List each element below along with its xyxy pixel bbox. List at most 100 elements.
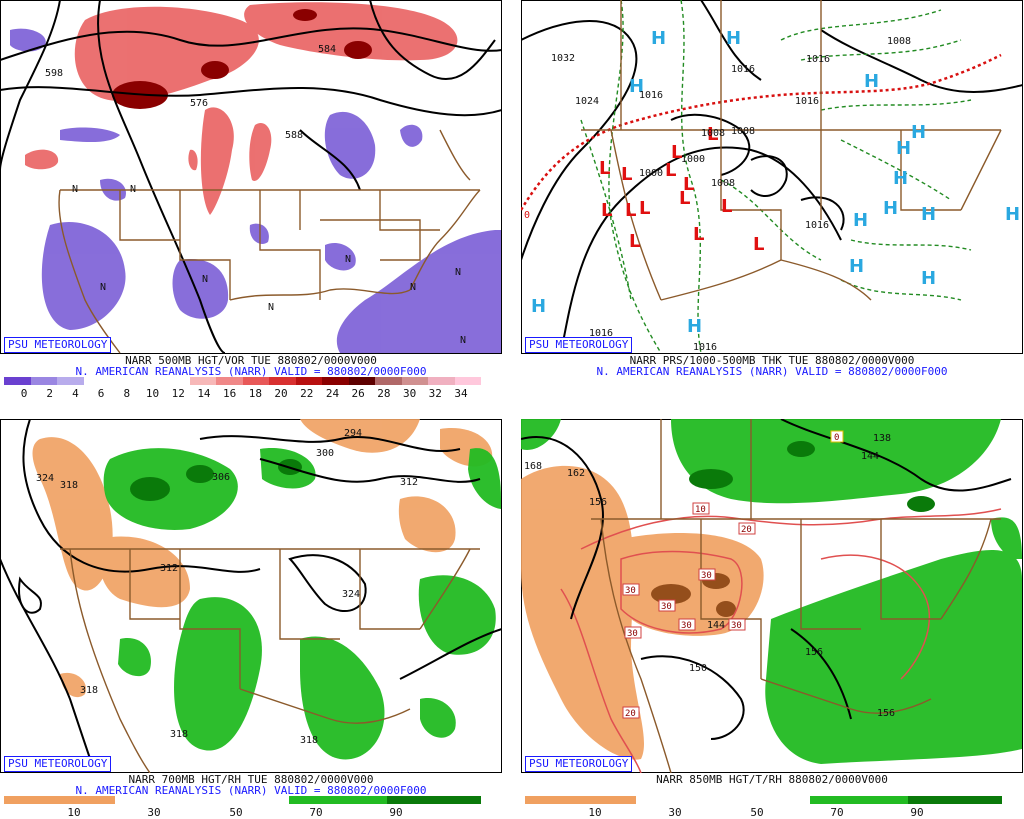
height-contours xyxy=(0,0,502,354)
colorbar-tick-label: 20 xyxy=(274,387,288,400)
isotherms xyxy=(560,508,1002,773)
colorbar-tick-label: 30 xyxy=(668,806,682,819)
low-pressure-centers: L L L L L L L L L L L L L L xyxy=(599,124,764,255)
colorbar-tick-label: 4 xyxy=(72,387,79,400)
height-label: 318 xyxy=(60,480,78,491)
low-vorticity-areas xyxy=(10,28,501,353)
colorbar-tick-label: 6 xyxy=(97,387,105,400)
panel-pressure-thickness: H H H H H H H H H H H H H H H L L L L xyxy=(521,0,1023,399)
panel-700mb-rh: 324 318 306 300 294 312 312 324 318 318 … xyxy=(0,419,502,818)
low-marker: L xyxy=(693,224,704,245)
temperature-labels: 10 20 30 30 30 30 30 30 20 0 xyxy=(622,430,844,719)
colorbar-tick-label: 30 xyxy=(147,806,161,819)
chart-caption: NARR PRS/1000-500MB THK TUE 880802/0000V… xyxy=(629,354,915,367)
low-marker: L xyxy=(671,142,682,163)
temp-label: 30 xyxy=(661,602,672,612)
colorbar-labels: 10 30 50 70 90 xyxy=(525,807,1002,819)
valid-caption: N. AMERICAN REANALYSIS (NARR) VALID = 88… xyxy=(75,365,427,378)
colorbar-swatch xyxy=(454,377,481,385)
moist-areas xyxy=(521,419,1022,764)
colorbar-tick-label: 2 xyxy=(46,387,54,400)
high-marker: H xyxy=(893,168,908,189)
colorbar-tick-label: 8 xyxy=(123,387,131,400)
colorbar-swatch xyxy=(375,377,402,385)
height-label: 318 xyxy=(80,685,98,696)
isobar-label: 1016 xyxy=(805,220,829,231)
n-label: N xyxy=(130,184,136,195)
colorbar-swatch xyxy=(30,377,57,385)
colorbar-tick-label: 18 xyxy=(248,387,262,400)
high-marker: H xyxy=(921,268,936,289)
isobar-label: 1008 xyxy=(731,126,755,137)
temp-label: 20 xyxy=(741,525,752,535)
psu-meteorology-logo: PSU METEOROLOGY xyxy=(525,337,633,353)
isobar-label: 1000 xyxy=(639,168,663,179)
high-pressure-centers: H H H H H H H H H H H H H H H xyxy=(531,28,1020,337)
height-label: 576 xyxy=(190,98,208,109)
colorbar-swatch xyxy=(348,377,375,385)
high-marker: H xyxy=(911,122,926,143)
isobar-label: 1008 xyxy=(711,178,735,189)
panel-850mb-temp-rh: 168 162 156 138 144 150 156 156 144 10 2… xyxy=(521,419,1023,818)
psu-meteorology-logo: PSU METEOROLOGY xyxy=(4,337,112,353)
valid-caption: N. AMERICAN REANALYSIS (NARR) VALID = 88… xyxy=(596,365,948,378)
high-marker: H xyxy=(629,76,644,97)
political-borders xyxy=(58,129,481,354)
isobar-label: 1016 xyxy=(795,96,819,107)
height-label: 294 xyxy=(344,428,362,439)
colorbar-tick-label: 10 xyxy=(67,806,81,819)
height-label: 156 xyxy=(877,708,895,719)
political-borders xyxy=(581,0,1002,301)
colorbar-swatch xyxy=(57,377,84,385)
colorbar-tick-label: 24 xyxy=(325,387,340,400)
low-marker: L xyxy=(753,234,764,255)
hot-core xyxy=(651,573,736,617)
psu-meteorology-logo: PSU METEOROLOGY xyxy=(4,756,112,772)
high-marker: H xyxy=(1005,204,1020,225)
colorbar-swatch xyxy=(401,377,428,385)
low-marker: L xyxy=(721,196,732,217)
height-label: 324 xyxy=(36,473,54,484)
colorbar-swatch xyxy=(163,377,190,385)
temp-label: 10 xyxy=(695,505,706,515)
colorbar-labels: 10 30 50 70 90 xyxy=(4,807,481,819)
height-label: 300 xyxy=(316,448,334,459)
vorticity-map: 598 584 576 588 N N N N N N N N N PSU ME… xyxy=(0,0,502,354)
isobars xyxy=(521,0,1023,354)
colorbar-tick-label: 50 xyxy=(750,806,764,819)
low-marker: L xyxy=(707,124,718,145)
colorbar-swatch xyxy=(189,377,216,385)
psu-meteorology-logo: PSU METEOROLOGY xyxy=(525,756,633,772)
colorbar-swatch xyxy=(110,377,137,385)
n-label: N xyxy=(202,274,208,285)
colorbar-tick-label: 28 xyxy=(377,387,391,400)
panel-500mb-vorticity: 598 584 576 588 N N N N N N N N N PSU ME… xyxy=(0,0,502,399)
isobar-label: 1008 xyxy=(701,128,725,139)
height-label: 156 xyxy=(589,497,607,508)
height-label: 150 xyxy=(689,663,707,674)
colorbar-tick-label: 34 xyxy=(454,387,468,400)
colorbar-tick-label: 90 xyxy=(389,806,403,819)
temp-label: 30 xyxy=(731,621,742,631)
colorbar-tick-label: 10 xyxy=(588,806,602,819)
isobar-label: 1016 xyxy=(693,342,717,353)
n-label: N xyxy=(455,267,461,278)
n-label: N xyxy=(268,302,274,313)
colorbar-swatch xyxy=(322,377,349,385)
low-marker: L xyxy=(621,164,632,185)
colorbar-tick-label: 26 xyxy=(351,387,365,400)
high-marker: H xyxy=(531,296,546,317)
colorbar-labels: 0 2 4 6 8 10 12 14 16 18 20 22 24 26 28 30 32 34 xyxy=(4,388,481,400)
height-label: 324 xyxy=(342,589,360,600)
height-label: 598 xyxy=(45,68,63,79)
high-marker: H xyxy=(864,71,879,92)
colorbar-tick-label: 12 xyxy=(171,387,185,400)
rh-colorbar xyxy=(4,796,481,804)
isobar-label: 1016 xyxy=(731,64,755,75)
colorbar-tick-label: 0 xyxy=(20,387,28,400)
high-marker: H xyxy=(726,28,741,49)
colorbar-tick-label: 70 xyxy=(830,806,844,819)
temp-label: 20 xyxy=(625,709,636,719)
colorbar-swatch xyxy=(242,377,269,385)
n-label: N xyxy=(410,282,416,293)
